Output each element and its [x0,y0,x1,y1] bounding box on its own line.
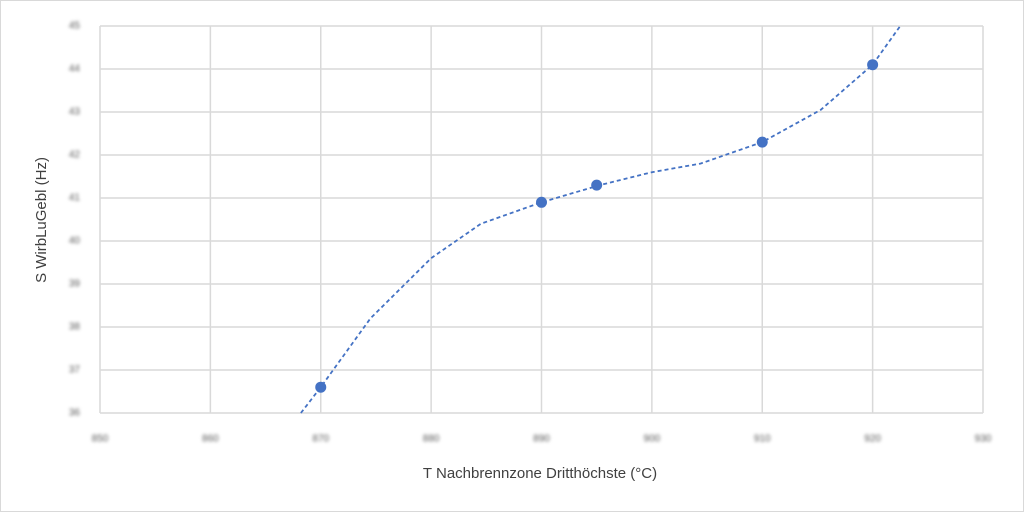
data-point [536,196,547,208]
x-tick-label: 880 [423,434,440,445]
y-tick-label: 37 [69,365,81,376]
data-point [867,59,879,71]
x-tick-label: 890 [533,434,550,445]
y-tick-label: 43 [69,107,81,118]
x-tick-label: 870 [312,434,329,445]
y-tick-label: 45 [69,21,81,32]
x-tick-label: 850 [92,434,109,445]
y-tick-label: 40 [69,236,81,247]
x-tick-label: 900 [644,434,661,445]
y-tick-label: 42 [69,150,81,161]
y-tick-label: 44 [69,64,81,75]
x-tick-label: 930 [975,434,992,445]
y-tick-label: 39 [69,279,81,290]
y-axis-title: S WirbLuGebl (Hz) [33,157,50,283]
y-tick-label: 41 [69,193,81,204]
data-point [591,179,603,191]
x-tick-label: 910 [754,434,771,445]
data-point [756,136,768,148]
x-tick-label: 860 [202,434,219,445]
x-tick-label: 920 [864,434,881,445]
data-point [315,381,327,393]
x-axis-title: T Nachbrennzone Dritthöchste (°C) [423,465,657,482]
y-tick-label: 38 [69,322,81,333]
y-tick-label: 36 [69,408,81,419]
